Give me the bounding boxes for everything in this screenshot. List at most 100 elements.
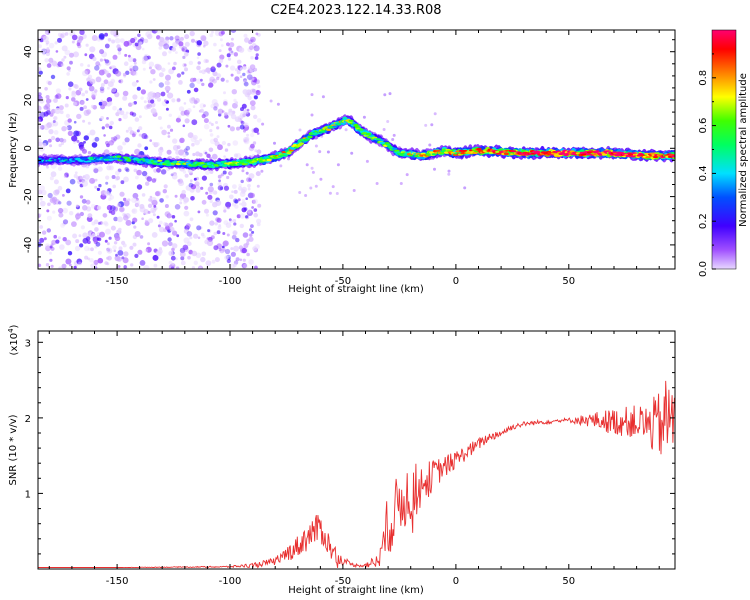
- heatmap-cell: [382, 128, 386, 131]
- heatmap-cell: [38, 124, 43, 130]
- heatmap-cell: [428, 143, 432, 147]
- heatmap-cell: [216, 230, 221, 235]
- heatmap-cell: [38, 70, 43, 75]
- heatmap-cell: [111, 175, 116, 179]
- heatmap-cell: [142, 55, 149, 62]
- heatmap-cell: [269, 99, 273, 103]
- heatmap-cell: [48, 129, 54, 135]
- heatmap-cell: [186, 89, 191, 94]
- heatmap-cell: [46, 215, 52, 221]
- x-tick-label: 50: [562, 276, 575, 287]
- heatmap-cell: [240, 120, 245, 125]
- heatmap-cell: [158, 152, 163, 156]
- heatmap-cell: [159, 36, 165, 43]
- heatmap-cell: [266, 158, 272, 162]
- heatmap-cell: [144, 248, 148, 253]
- heatmap-cell: [298, 191, 302, 194]
- heatmap-cell: [167, 124, 171, 129]
- heatmap-cell: [41, 230, 47, 235]
- heatmap-cell: [65, 188, 71, 194]
- heatmap-cell: [205, 260, 212, 266]
- heatmap-cell: [59, 244, 65, 250]
- heatmap-cell: [136, 184, 143, 190]
- heatmap-cell: [59, 34, 65, 39]
- heatmap-cell: [47, 81, 52, 86]
- heatmap-cell: [162, 41, 168, 47]
- heatmap-cell: [42, 35, 49, 43]
- heatmap-cell: [175, 163, 181, 166]
- heatmap-cell: [65, 239, 72, 246]
- heatmap-cell: [89, 129, 96, 136]
- heatmap-cell: [232, 184, 237, 190]
- heatmap-cell: [75, 204, 79, 208]
- heatmap-cell: [53, 130, 59, 135]
- heatmap-cell: [204, 208, 209, 214]
- heatmap-cell: [323, 126, 329, 129]
- heatmap-cell: [124, 53, 128, 57]
- heatmap-cell: [165, 163, 171, 166]
- heatmap-cell: [183, 109, 190, 116]
- heatmap-cell: [115, 70, 122, 77]
- heatmap-cell: [114, 38, 121, 44]
- heatmap-cell: [73, 120, 77, 124]
- heatmap-cell: [125, 129, 129, 133]
- heatmap-cell: [253, 212, 258, 218]
- heatmap-cell: [94, 185, 98, 189]
- heatmap-cell: [143, 209, 149, 215]
- heatmap-cell: [176, 234, 180, 238]
- heatmap-cell: [209, 162, 215, 165]
- spectrogram-frame: [37, 29, 676, 270]
- heatmap-cell: [447, 172, 451, 176]
- heatmap-cell: [241, 103, 247, 109]
- heatmap-cell: [255, 171, 261, 177]
- heatmap-cell: [239, 124, 245, 130]
- heatmap-cell: [111, 87, 117, 93]
- heatmap-cell: [64, 32, 69, 36]
- heatmap-cell: [199, 162, 205, 165]
- heatmap-cell: [252, 246, 258, 252]
- heatmap-cell: [158, 46, 163, 50]
- heatmap-cell: [85, 43, 89, 47]
- heatmap-cell: [241, 199, 245, 203]
- heatmap-cell: [109, 120, 115, 126]
- heatmap-cell: [132, 192, 139, 199]
- heatmap-cell: [169, 226, 175, 232]
- heatmap-cell: [104, 59, 111, 66]
- heatmap-cell: [162, 189, 167, 194]
- heatmap-cell: [71, 97, 76, 102]
- heatmap-cell: [49, 176, 54, 181]
- heatmap-cell: [105, 228, 111, 235]
- heatmap-cell: [55, 239, 60, 244]
- heatmap-cell: [245, 171, 249, 175]
- heatmap-cell: [211, 259, 216, 264]
- heatmap-cell: [314, 184, 318, 188]
- heatmap-cell: [108, 165, 114, 171]
- spectrogram-heatmap: [38, 30, 675, 269]
- heatmap-cell: [65, 126, 69, 130]
- heatmap-cell: [122, 257, 129, 264]
- heatmap-cell: [151, 199, 158, 206]
- heatmap-cell: [144, 219, 149, 223]
- heatmap-cell: [84, 53, 88, 57]
- heatmap-cell: [237, 198, 241, 202]
- heatmap-cell: [103, 79, 109, 85]
- heatmap-cell: [115, 175, 121, 181]
- heatmap-cell: [164, 80, 170, 86]
- heatmap-cell: [218, 179, 222, 183]
- heatmap-cell: [167, 135, 171, 138]
- heatmap-cell: [164, 99, 167, 102]
- heatmap-cell: [218, 58, 224, 64]
- heatmap-cell: [74, 171, 78, 175]
- heatmap-cell: [118, 79, 124, 84]
- heatmap-cell: [183, 102, 187, 105]
- heatmap-cell: [49, 144, 53, 148]
- heatmap-cell: [73, 265, 77, 269]
- heatmap-cell: [392, 147, 398, 150]
- heatmap-cell: [122, 113, 128, 120]
- heatmap-cell: [40, 198, 43, 201]
- heatmap-cell: [216, 73, 222, 79]
- heatmap-cell: [209, 78, 214, 84]
- heatmap-cell: [141, 170, 148, 177]
- heatmap-cell: [226, 175, 230, 180]
- heatmap-cell: [218, 248, 222, 252]
